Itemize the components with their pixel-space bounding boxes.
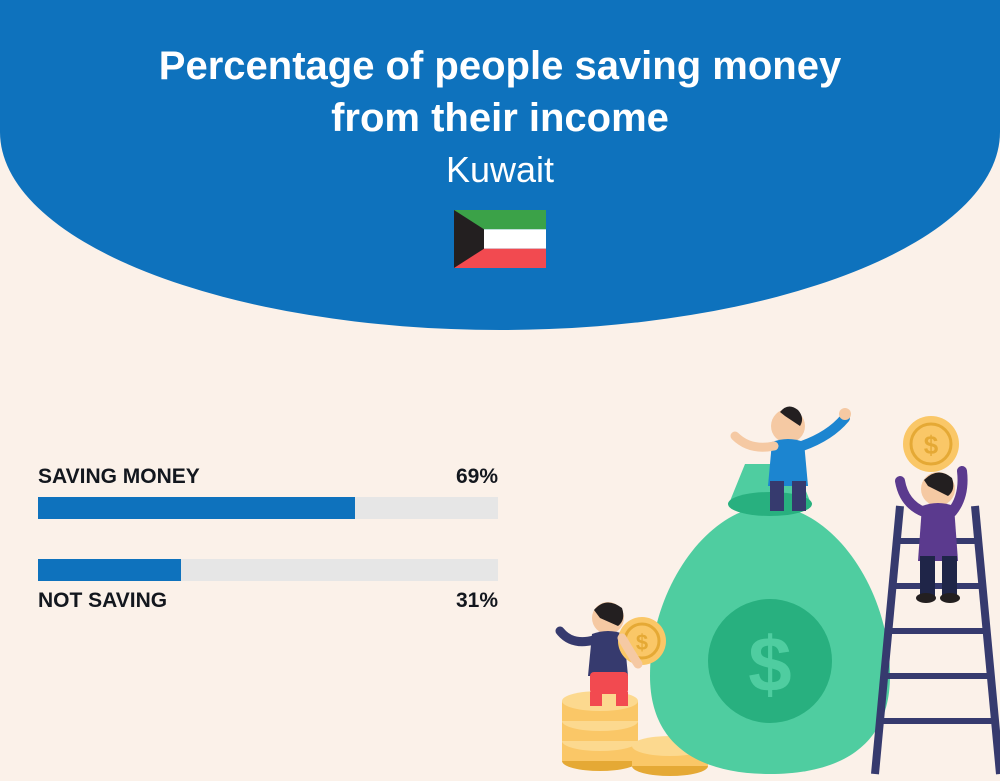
bar-label-row: NOT SAVING 31% [38,589,498,613]
person-icon: $ [900,416,963,603]
bar-label-row: SAVING MONEY 69% [38,465,498,489]
bar-track [38,559,498,581]
bar-track [38,497,498,519]
bar-percent: 69% [456,465,498,489]
header: Percentage of people saving money from t… [0,40,1000,191]
bar-label: SAVING MONEY [38,465,200,489]
title-line1: Percentage of people saving money [0,40,1000,92]
subtitle: Kuwait [0,149,1000,191]
svg-text:$: $ [748,620,791,708]
bar-chart: SAVING MONEY 69% NOT SAVING 31% [38,465,498,653]
savings-illustration-icon: $ $ [530,396,1000,776]
svg-text:$: $ [924,430,939,460]
svg-text:$: $ [636,630,648,655]
bar-fill [38,497,355,519]
person-icon: $ [560,602,666,706]
bar-percent: 31% [456,589,498,613]
kuwait-flag-icon [454,210,546,268]
title-line2: from their income [0,92,1000,144]
bar-label: NOT SAVING [38,589,167,613]
bar-saving-money: SAVING MONEY 69% [38,465,498,519]
bar-fill [38,559,181,581]
bar-not-saving: NOT SAVING 31% [38,559,498,613]
